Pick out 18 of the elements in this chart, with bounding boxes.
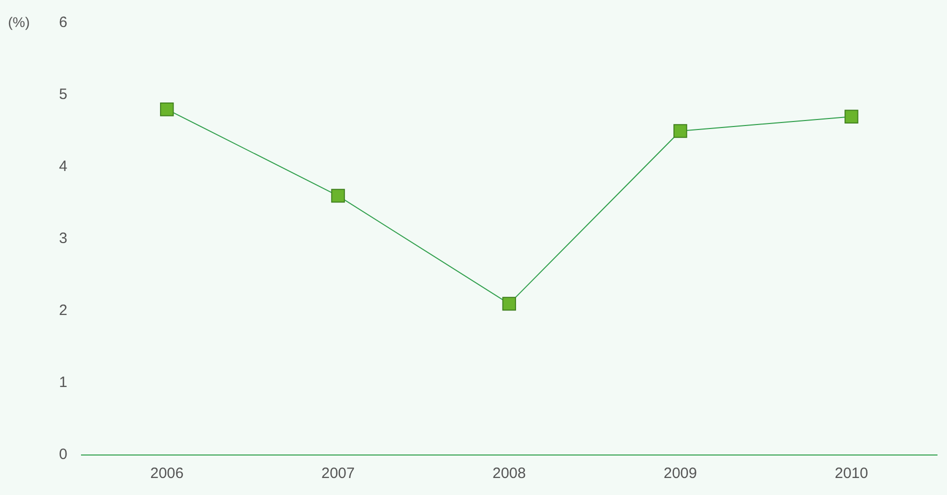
point xyxy=(844,110,858,124)
x-tick-label: 2008 xyxy=(492,465,526,482)
y-axis-title: (%) xyxy=(8,14,30,30)
point xyxy=(673,124,688,138)
point xyxy=(502,296,516,311)
point xyxy=(160,102,174,116)
x-tick-label: 2006 xyxy=(150,465,184,482)
y-tick-label: 0 xyxy=(59,446,68,464)
point xyxy=(331,188,345,203)
y-tick-label: 4 xyxy=(59,158,68,176)
y-tick-label: 2 xyxy=(59,302,68,320)
x-tick-label: 2009 xyxy=(664,465,697,482)
y-tick-label: 1 xyxy=(59,374,68,392)
y-tick-label: 6 xyxy=(59,14,68,32)
x-tick-label: 2007 xyxy=(321,465,355,482)
x-tick-label: 2010 xyxy=(834,465,868,482)
y-tick-label: 3 xyxy=(59,230,68,248)
y-tick-label: 5 xyxy=(59,86,68,104)
